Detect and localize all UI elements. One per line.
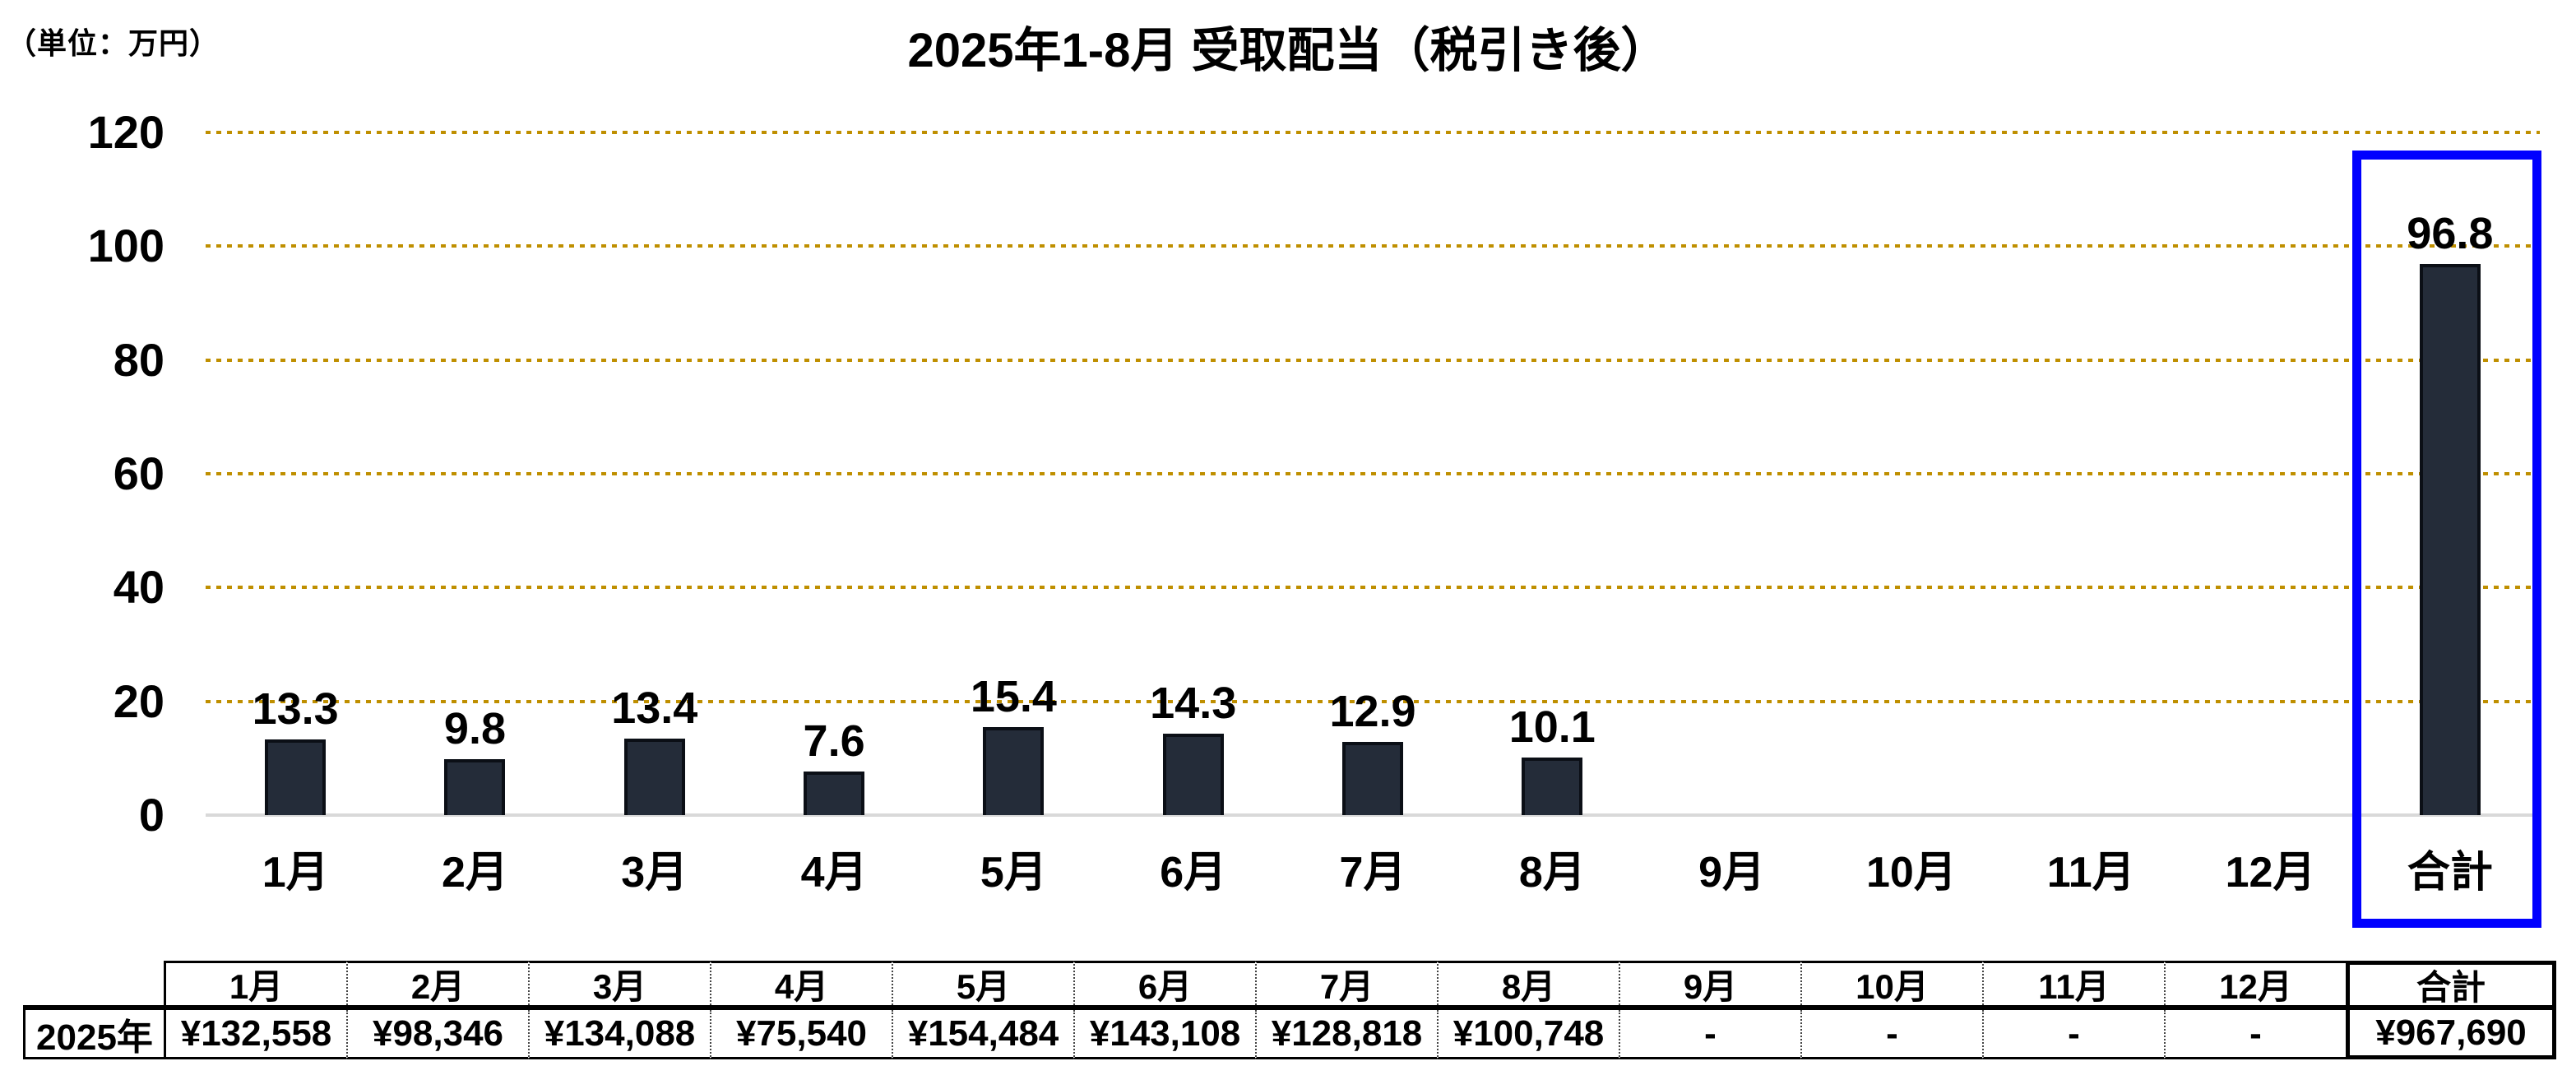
bar-value-label: 96.8 [2407, 209, 2494, 259]
horizontal-gridline [206, 131, 2540, 134]
table-header-cell: 8月 [1437, 961, 1619, 1005]
bar-value-label: 13.3 [252, 684, 339, 734]
x-category-label: 2月 [441, 849, 508, 897]
y-axis-tick-label: 80 [113, 333, 164, 386]
y-axis-tick-label: 60 [113, 447, 164, 499]
unit-label: （単位：万円） [7, 26, 220, 60]
bar-value-label: 14.3 [1150, 679, 1237, 729]
table-header-cell: 1月 [164, 961, 346, 1005]
bar [2419, 264, 2481, 815]
bar-value-label: 13.4 [611, 684, 698, 734]
bar [983, 727, 1045, 815]
x-category-label: 合計 [2407, 849, 2493, 897]
table-header-cell: 6月 [1073, 961, 1255, 1005]
bar [1522, 758, 1583, 815]
bar [1162, 734, 1224, 815]
table-value-cell: ¥134,088 [528, 1010, 710, 1059]
table-header-cell: 3月 [528, 961, 710, 1005]
table-value-cell-total: ¥967,690 [2346, 1010, 2556, 1059]
x-category-label: 9月 [1698, 849, 1766, 897]
y-axis-tick-label: 20 [113, 674, 164, 727]
total-highlight-box [2352, 151, 2541, 928]
table-value-cell: ¥75,540 [710, 1010, 892, 1059]
x-category-label: 12月 [2225, 849, 2316, 897]
horizontal-gridline [206, 358, 2540, 362]
x-category-label: 6月 [1160, 849, 1227, 897]
table-value-cell: - [1982, 1010, 2164, 1059]
table-value-cell: ¥100,748 [1437, 1010, 1619, 1059]
table-row-label: 2025年 [23, 1010, 164, 1059]
table-header-cell: 12月 [2164, 961, 2346, 1005]
x-category-label: 4月 [800, 849, 868, 897]
table-data-row: 2025年 ¥132,558 ¥98,346 ¥134,088 ¥75,540 ¥154,… [23, 1010, 2556, 1059]
table-header-cell: 7月 [1255, 961, 1437, 1005]
table-value-cell: ¥154,484 [892, 1010, 1073, 1059]
table-header-cell: 10月 [1800, 961, 1982, 1005]
table-value-cell: - [2164, 1010, 2346, 1059]
y-axis-tick-label: 120 [87, 106, 164, 158]
bar-value-label: 9.8 [443, 704, 506, 754]
horizontal-gridline [206, 244, 2540, 248]
bar [444, 759, 506, 815]
table-header-cell: 11月 [1982, 961, 2164, 1005]
x-category-label: 11月 [2046, 849, 2135, 897]
table-header-cell: 9月 [1619, 961, 1800, 1005]
horizontal-gridline [206, 699, 2540, 703]
chart-title: 2025年1-8月 受取配当（税引き後） [907, 24, 1669, 77]
table-value-cell: ¥128,818 [1255, 1010, 1437, 1059]
bar-value-label: 15.4 [970, 672, 1057, 722]
horizontal-gridline [206, 472, 2540, 475]
x-category-label: 1月 [262, 849, 329, 897]
table-header-cell: 4月 [710, 961, 892, 1005]
table-header-cell-total: 合計 [2346, 961, 2556, 1005]
x-category-label: 3月 [621, 849, 688, 897]
table-header-row: 1月 2月 3月 4月 5月 6月 7月 8月 9月 10月 11月 12月 合計 [23, 961, 2556, 1010]
bar-value-label: 7.6 [803, 716, 865, 767]
y-axis-tick-label: 100 [87, 220, 164, 272]
x-category-label: 8月 [1518, 849, 1586, 897]
table-value-cell: ¥98,346 [346, 1010, 528, 1059]
summary-table: 1月 2月 3月 4月 5月 6月 7月 8月 9月 10月 11月 12月 合計 2025年 ¥132,5… [23, 961, 2556, 1059]
x-axis-zero-line [206, 813, 2540, 817]
x-category-label: 10月 [1865, 849, 1957, 897]
table-value-cell: - [1619, 1010, 1800, 1059]
table-value-cell: ¥143,108 [1073, 1010, 1255, 1059]
x-category-label: 7月 [1339, 849, 1406, 897]
bar [1342, 741, 1403, 815]
table-value-cell: - [1800, 1010, 1982, 1059]
bar [265, 739, 327, 815]
table-header-cell: 2月 [346, 961, 528, 1005]
y-axis-tick-label: 40 [113, 561, 164, 614]
table-value-cell: ¥132,558 [164, 1010, 346, 1059]
x-category-label: 5月 [980, 849, 1047, 897]
y-axis-tick-label: 0 [138, 789, 164, 841]
bar-value-label: 12.9 [1329, 686, 1416, 736]
table-header-cell: 5月 [892, 961, 1073, 1005]
bar [804, 772, 865, 815]
horizontal-gridline [206, 586, 2540, 590]
bar-value-label: 10.1 [1508, 702, 1596, 753]
table-corner-cell [23, 961, 164, 1005]
bar [623, 739, 685, 815]
